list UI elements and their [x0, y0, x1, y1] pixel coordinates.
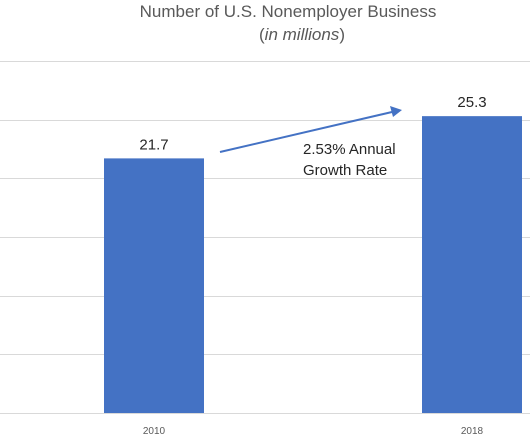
x-axis-ticks: 2010 2018	[143, 426, 484, 437]
chart-title: Number of U.S. Nonemployer Business	[140, 2, 437, 21]
gridlines	[0, 61, 530, 414]
bar-2010	[104, 158, 204, 413]
growth-rate-label-line-2: Growth Rate	[303, 162, 387, 179]
data-label-2010: 21.7	[139, 136, 168, 153]
growth-annotation: 2.53% Annual Growth Rate	[219, 106, 402, 179]
growth-arrow-head	[390, 106, 402, 117]
data-label-2018: 25.3	[457, 94, 486, 111]
x-tick-label-2018: 2018	[461, 426, 484, 437]
bars	[104, 116, 522, 413]
growth-rate-label-line-1: 2.53% Annual	[303, 141, 396, 158]
bar-2018	[422, 116, 522, 413]
data-labels: 21.7 25.3	[139, 94, 486, 153]
growth-arrow-line	[219, 111, 393, 153]
chart-subtitle: (in millions)	[259, 25, 345, 44]
x-tick-label-2010: 2010	[143, 426, 166, 437]
